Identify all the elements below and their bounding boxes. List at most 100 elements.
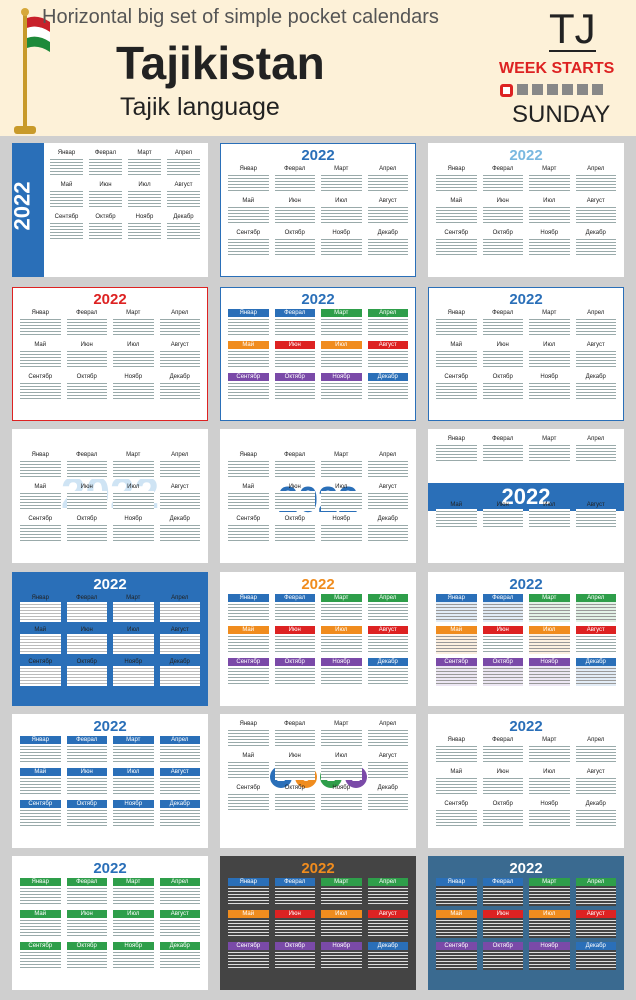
month-block: Декабр: [575, 658, 616, 686]
month-name: Август: [170, 484, 189, 490]
month-days: [159, 776, 200, 796]
month-block: Май: [20, 910, 61, 938]
month-name: Феврал: [492, 737, 514, 743]
month-block: Июл: [321, 752, 362, 780]
month-days: [321, 523, 362, 543]
month-days: [159, 918, 200, 938]
month-name: Январ: [57, 150, 76, 156]
month-days: [159, 317, 200, 337]
month-name: Июл: [543, 502, 556, 508]
month-block: Март: [529, 435, 570, 463]
month-name: Апрел: [587, 166, 605, 172]
month-name: Апрел: [159, 878, 200, 886]
month-days: [274, 237, 315, 257]
month-name: Март: [334, 452, 349, 458]
month-block: Июн: [482, 197, 523, 225]
month-days: [274, 381, 315, 401]
month-block: Ноябр: [529, 942, 570, 970]
month-block: Декабр: [575, 373, 616, 401]
month-days: [482, 634, 523, 654]
month-block: Феврал: [482, 435, 523, 463]
month-days: [113, 317, 154, 337]
months-grid: Январ Феврал Март Апрел Май Июн Июл Август Сентя…: [228, 451, 408, 543]
month-name: Сентябр: [236, 516, 261, 522]
page-title: Horizontal big set of simple pocket cale…: [42, 6, 439, 28]
month-name: Апрел: [171, 452, 189, 458]
months-grid: Январ Феврал Март Апрел Май Июн Июл Август Сентя…: [20, 309, 200, 401]
month-days: [321, 792, 362, 812]
month-block: Январ: [436, 309, 477, 337]
month-name: Январ: [20, 736, 61, 744]
months-grid: Январ Феврал Март Апрел Май Июн Июл Август Сентя…: [20, 878, 200, 970]
month-name: Март: [542, 310, 557, 316]
month-name: Декабр: [575, 658, 616, 666]
month-name: Сентябр: [28, 374, 53, 380]
month-name: Июл: [543, 342, 556, 348]
month-days: [436, 173, 477, 193]
week-start-indicator: [500, 84, 603, 97]
month-name: Март: [334, 721, 349, 727]
month-days: [20, 317, 61, 337]
month-block: Январ: [20, 736, 61, 764]
month-name: Октябр: [66, 942, 107, 950]
month-name: Ноябр: [332, 785, 351, 791]
month-name: Феврал: [482, 878, 523, 886]
month-block: Феврал: [66, 736, 107, 764]
month-block: Июл: [321, 483, 362, 511]
month-block: Август: [575, 626, 616, 654]
month-name: Июн: [274, 910, 315, 918]
month-name: Октябр: [284, 230, 305, 236]
month-name: Ноябр: [321, 373, 362, 381]
month-name: Январ: [436, 594, 477, 602]
month-name: Август: [575, 910, 616, 918]
month-block: Май: [50, 181, 83, 209]
month-block: Май: [436, 501, 477, 529]
month-block: Май: [436, 626, 477, 654]
month-block: Август: [367, 626, 408, 654]
calendar-card: 2022ЯнварФевралМартАпрелМайИюнИюлАвгустС…: [428, 429, 624, 563]
month-name: Октябр: [274, 942, 315, 950]
month-block: Ноябр: [113, 658, 154, 686]
month-days: [66, 886, 107, 906]
month-name: Январ: [239, 452, 257, 458]
month-name: Январ: [447, 737, 465, 743]
month-name: Март: [542, 737, 557, 743]
month-name: Декабр: [377, 516, 398, 522]
month-days: [159, 459, 200, 479]
month-days: [575, 205, 616, 225]
month-name: Апрел: [159, 736, 200, 744]
month-days: [274, 349, 315, 369]
month-days: [20, 349, 61, 369]
month-block: Декабр: [367, 658, 408, 686]
month-block: Май: [228, 197, 269, 225]
year-label: 2022: [501, 484, 551, 509]
month-days: [575, 317, 616, 337]
month-block: Ноябр: [113, 515, 154, 543]
month-block: Июл: [128, 181, 161, 209]
month-name: Май: [228, 910, 269, 918]
month-days: [20, 666, 61, 686]
month-name: Октябр: [284, 516, 305, 522]
month-name: Июл: [321, 341, 362, 349]
month-block: Май: [436, 910, 477, 938]
month-name: Октябр: [492, 374, 513, 380]
month-days: [482, 509, 523, 529]
month-days: [228, 205, 269, 225]
month-block: Сентябр: [228, 229, 269, 257]
month-name: Январ: [436, 878, 477, 886]
month-days: [228, 349, 269, 369]
months-grid: Январ Феврал Март Апрел Май Июн Июл Август Сентя…: [20, 451, 200, 543]
month-days: [128, 221, 161, 241]
month-days: [20, 776, 61, 796]
month-name: Март: [529, 878, 570, 886]
month-name: Октябр: [76, 659, 97, 665]
month-days: [228, 381, 269, 401]
month-days: [274, 666, 315, 686]
month-name: Ноябр: [332, 230, 351, 236]
month-days: [321, 666, 362, 686]
month-days: [50, 221, 83, 241]
month-days: [529, 317, 570, 337]
month-block: Октябр: [482, 229, 523, 257]
